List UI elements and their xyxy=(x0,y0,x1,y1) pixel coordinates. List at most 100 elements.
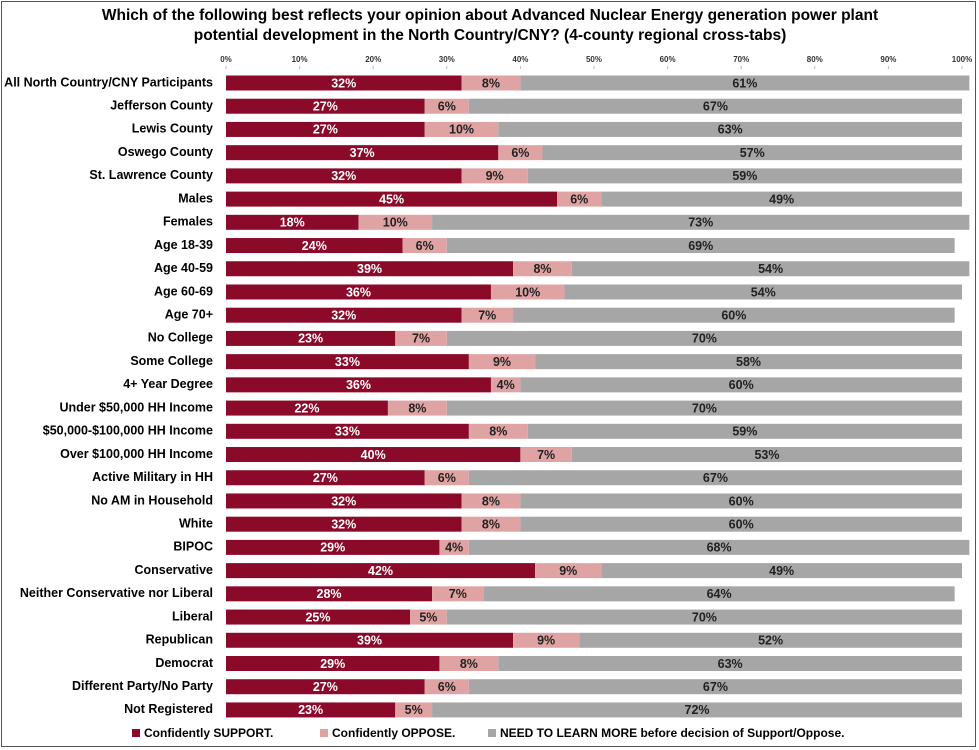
value-label: 8% xyxy=(482,494,500,508)
bar-segment xyxy=(226,447,521,463)
bar-segment xyxy=(226,284,491,300)
value-label: 25% xyxy=(305,610,330,624)
value-label: 33% xyxy=(335,425,360,439)
value-label: 49% xyxy=(769,192,794,206)
bar-segment xyxy=(513,261,572,277)
bar-segment xyxy=(520,377,962,393)
value-label: 23% xyxy=(298,703,323,717)
x-tick-label: 30% xyxy=(439,55,455,64)
category-label: Oswego County xyxy=(118,145,213,159)
category-label: Jefferson County xyxy=(110,99,213,113)
value-label: 73% xyxy=(688,216,713,230)
value-label: 8% xyxy=(460,657,478,671)
value-label: 10% xyxy=(383,216,408,230)
value-label: 4% xyxy=(445,541,463,555)
value-label: 27% xyxy=(313,100,338,114)
bar-segment xyxy=(535,354,962,370)
value-label: 42% xyxy=(368,564,393,578)
value-label: 6% xyxy=(416,239,434,253)
bar-segment xyxy=(410,609,447,625)
value-label: 27% xyxy=(313,680,338,694)
value-label: 9% xyxy=(493,355,511,369)
category-label: Some College xyxy=(130,354,213,368)
bar-segment xyxy=(226,586,433,602)
bar-segment xyxy=(513,632,580,648)
bar-segment xyxy=(395,702,433,718)
category-label: Males xyxy=(178,191,213,205)
value-label: 9% xyxy=(486,169,504,183)
value-label: 8% xyxy=(482,76,500,90)
value-label: 52% xyxy=(758,634,783,648)
bar-segment xyxy=(424,470,469,486)
bar-segment xyxy=(535,563,602,579)
bar-segment xyxy=(490,284,565,300)
value-label: 67% xyxy=(703,471,728,485)
x-tick-label: 10% xyxy=(292,55,308,64)
value-label: 67% xyxy=(703,680,728,694)
value-label: 29% xyxy=(320,657,345,671)
category-label: Females xyxy=(163,215,213,229)
value-label: 32% xyxy=(331,494,356,508)
bar-segment xyxy=(446,400,962,416)
bar-segment xyxy=(498,656,962,671)
bar-segment xyxy=(579,632,962,648)
value-label: 61% xyxy=(732,76,757,90)
bar-segment xyxy=(468,98,962,114)
category-label: BIPOC xyxy=(173,540,213,554)
bar-segment xyxy=(424,98,469,114)
bar-segment xyxy=(527,423,962,439)
value-label: 39% xyxy=(357,634,382,648)
bar-segment xyxy=(468,679,962,695)
bar-segment xyxy=(461,168,528,184)
bar-segment xyxy=(226,516,462,532)
bar-segment xyxy=(520,516,962,532)
value-label: 7% xyxy=(478,308,496,322)
category-label: Active Military in HH xyxy=(92,470,213,484)
value-label: 72% xyxy=(685,703,710,717)
bar-segment xyxy=(483,586,955,602)
x-tick-label: 70% xyxy=(733,55,749,64)
value-label: 54% xyxy=(751,285,776,299)
bar-segment xyxy=(468,470,962,486)
bar-segment xyxy=(520,75,970,91)
category-label: Age 18-39 xyxy=(154,238,213,252)
bar-segment xyxy=(226,238,403,254)
bar-segment xyxy=(461,307,514,323)
value-label: 32% xyxy=(331,169,356,183)
bar-segment xyxy=(498,121,962,137)
x-tick-label: 60% xyxy=(660,55,676,64)
value-label: 10% xyxy=(449,123,474,137)
value-label: 32% xyxy=(331,517,356,531)
bar-segment xyxy=(432,702,963,718)
bar-segment xyxy=(446,609,962,625)
value-label: 39% xyxy=(357,262,382,276)
value-label: 6% xyxy=(438,471,456,485)
category-label: $50,000-$100,000 HH Income xyxy=(43,424,213,438)
bar-segment xyxy=(395,330,447,346)
value-label: 57% xyxy=(740,146,765,160)
category-label: Age 60-69 xyxy=(154,284,213,298)
category-label: 4+ Year Degree xyxy=(123,377,213,391)
value-label: 8% xyxy=(533,262,551,276)
category-label: No College xyxy=(148,331,213,345)
value-label: 29% xyxy=(320,541,345,555)
value-label: 9% xyxy=(537,634,555,648)
bar-segment xyxy=(439,656,499,671)
bar-segment xyxy=(226,145,499,161)
chart-title: Which of the following best reflects you… xyxy=(101,7,879,44)
value-label: 8% xyxy=(489,425,507,439)
bar-segment xyxy=(226,377,491,393)
value-label: 36% xyxy=(346,285,371,299)
value-label: 10% xyxy=(515,285,540,299)
x-tick-label: 90% xyxy=(880,55,896,64)
category-label: Liberal xyxy=(172,609,213,623)
value-label: 7% xyxy=(537,448,555,462)
category-label: Under $50,000 HH Income xyxy=(59,400,213,414)
value-label: 32% xyxy=(331,308,356,322)
category-label: Lewis County xyxy=(132,122,213,136)
value-label: 8% xyxy=(482,517,500,531)
value-label: 9% xyxy=(559,564,577,578)
value-label: 6% xyxy=(438,680,456,694)
value-label: 70% xyxy=(692,610,717,624)
